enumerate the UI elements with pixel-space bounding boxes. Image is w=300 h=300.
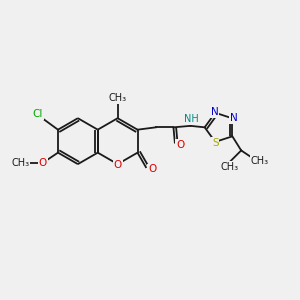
Text: O: O: [113, 160, 122, 170]
Text: N: N: [211, 107, 218, 117]
Text: CH₃: CH₃: [251, 156, 269, 166]
Text: NH: NH: [184, 114, 199, 124]
Text: CH₃: CH₃: [220, 162, 238, 172]
Text: Cl: Cl: [32, 109, 43, 119]
Text: O: O: [148, 164, 156, 174]
Text: CH₃: CH₃: [109, 93, 127, 103]
Text: S: S: [212, 138, 219, 148]
Text: O: O: [176, 140, 184, 150]
Text: O: O: [38, 158, 47, 168]
Text: N: N: [230, 113, 237, 123]
Text: CH₃: CH₃: [11, 158, 29, 168]
